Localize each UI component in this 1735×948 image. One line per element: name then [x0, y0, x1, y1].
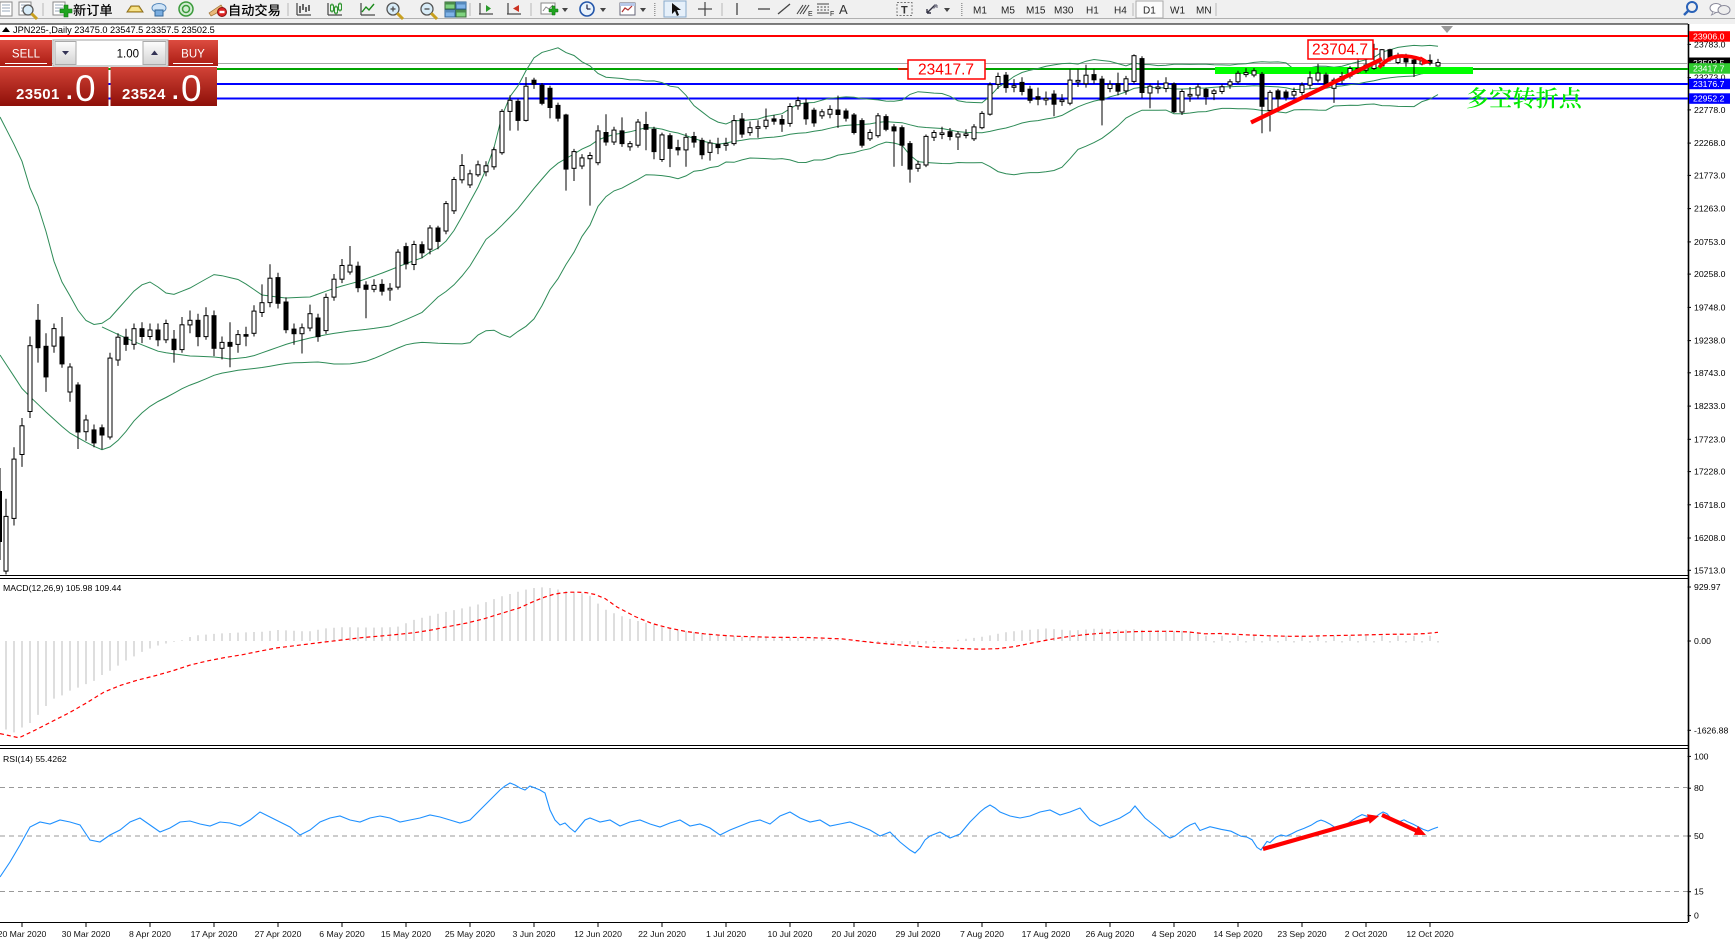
svg-text:18743.0: 18743.0: [1694, 368, 1726, 378]
svg-text:M15: M15: [1026, 6, 1046, 17]
svg-text:23783.0: 23783.0: [1694, 39, 1726, 49]
svg-text:JPN225-,Daily 23475.0 23547.5: JPN225-,Daily 23475.0 23547.5 23357.5 23…: [13, 25, 215, 35]
svg-text:0: 0: [1694, 911, 1699, 921]
svg-text:15 May 2020: 15 May 2020: [381, 929, 431, 939]
svg-text:23524: 23524: [122, 86, 166, 103]
svg-text:12 Oct 2020: 12 Oct 2020: [1406, 929, 1454, 939]
svg-text:M30: M30: [1054, 6, 1074, 17]
svg-text:H4: H4: [1114, 6, 1127, 17]
svg-text:25 May 2020: 25 May 2020: [445, 929, 495, 939]
svg-text:17723.0: 17723.0: [1694, 434, 1726, 444]
svg-text:23704.7: 23704.7: [1312, 42, 1368, 59]
svg-text:22778.0: 22778.0: [1694, 105, 1726, 115]
svg-text:7 Aug 2020: 7 Aug 2020: [960, 929, 1004, 939]
svg-text:27 Apr 2020: 27 Apr 2020: [255, 929, 302, 939]
svg-text:0.00: 0.00: [1694, 636, 1711, 646]
svg-text:100: 100: [1694, 751, 1709, 761]
svg-text:21263.0: 21263.0: [1694, 204, 1726, 214]
svg-text:12 Jun 2020: 12 Jun 2020: [574, 929, 622, 939]
svg-text:8 Apr 2020: 8 Apr 2020: [129, 929, 171, 939]
svg-text:M5: M5: [1001, 6, 1015, 17]
svg-text:-1626.88: -1626.88: [1694, 725, 1728, 735]
svg-text:D1: D1: [1143, 6, 1156, 17]
svg-text:15: 15: [1694, 887, 1704, 897]
svg-text:10 Jul 2020: 10 Jul 2020: [768, 929, 813, 939]
svg-text:22 Jun 2020: 22 Jun 2020: [638, 929, 686, 939]
svg-text:19238.0: 19238.0: [1694, 336, 1726, 346]
svg-text:0: 0: [181, 68, 202, 109]
svg-text:BUY: BUY: [181, 49, 205, 61]
svg-text:23 Sep 2020: 23 Sep 2020: [1277, 929, 1326, 939]
svg-text:0: 0: [75, 68, 96, 109]
svg-text:E: E: [808, 11, 813, 18]
svg-text:15713.0: 15713.0: [1694, 565, 1726, 575]
svg-text:A: A: [839, 2, 848, 17]
svg-text:6 May 2020: 6 May 2020: [319, 929, 365, 939]
svg-text:23273.0: 23273.0: [1694, 73, 1726, 83]
svg-text:20258.0: 20258.0: [1694, 269, 1726, 279]
svg-text:80: 80: [1694, 783, 1704, 793]
svg-text:17 Aug 2020: 17 Aug 2020: [1022, 929, 1071, 939]
svg-text:M1: M1: [973, 6, 987, 17]
svg-text:MN: MN: [1196, 6, 1212, 17]
svg-text:23417.7: 23417.7: [1693, 64, 1725, 74]
svg-text:RSI(14) 55.4262: RSI(14) 55.4262: [3, 754, 67, 764]
svg-text:23906.0: 23906.0: [1693, 32, 1725, 42]
svg-text:16718.0: 16718.0: [1694, 500, 1726, 510]
svg-text:18233.0: 18233.0: [1694, 401, 1726, 411]
svg-text:23501: 23501: [16, 86, 60, 103]
svg-text:F: F: [830, 11, 834, 18]
svg-text:19748.0: 19748.0: [1694, 302, 1726, 312]
svg-text:2 Oct 2020: 2 Oct 2020: [1345, 929, 1388, 939]
svg-text:50: 50: [1694, 831, 1704, 841]
svg-text:21773.0: 21773.0: [1694, 170, 1726, 180]
svg-text:H1: H1: [1086, 6, 1099, 17]
svg-text:.: .: [172, 78, 179, 105]
svg-text:14 Sep 2020: 14 Sep 2020: [1213, 929, 1262, 939]
svg-text:22952.2: 22952.2: [1693, 94, 1725, 104]
svg-text:26 Aug 2020: 26 Aug 2020: [1086, 929, 1135, 939]
svg-text:T: T: [901, 5, 908, 17]
svg-text:17 Apr 2020: 17 Apr 2020: [191, 929, 238, 939]
svg-text:23417.7: 23417.7: [918, 62, 974, 79]
svg-text:30 Mar 2020: 30 Mar 2020: [62, 929, 111, 939]
svg-text:29 Jul 2020: 29 Jul 2020: [896, 929, 941, 939]
svg-text:23502.5: 23502.5: [1693, 58, 1725, 68]
svg-text:17228.0: 17228.0: [1694, 467, 1726, 477]
svg-text:3 Jun 2020: 3 Jun 2020: [513, 929, 556, 939]
svg-text:20 Mar 2020: 20 Mar 2020: [0, 929, 47, 939]
svg-text:W1: W1: [1170, 6, 1185, 17]
svg-text:MACD(12,26,9) 105.98 109.44: MACD(12,26,9) 105.98 109.44: [3, 583, 121, 593]
svg-text:20 Jul 2020: 20 Jul 2020: [832, 929, 877, 939]
svg-text:22268.0: 22268.0: [1694, 138, 1726, 148]
svg-text:929.97: 929.97: [1694, 582, 1721, 592]
svg-text:.: .: [66, 78, 73, 105]
svg-text:1 Jul 2020: 1 Jul 2020: [706, 929, 746, 939]
svg-text:SELL: SELL: [12, 49, 41, 61]
svg-text:23176.7: 23176.7: [1693, 79, 1725, 89]
svg-text:20753.0: 20753.0: [1694, 237, 1726, 247]
svg-text:1.00: 1.00: [117, 49, 139, 61]
svg-text:4 Sep 2020: 4 Sep 2020: [1152, 929, 1197, 939]
svg-text:16208.0: 16208.0: [1694, 533, 1726, 543]
